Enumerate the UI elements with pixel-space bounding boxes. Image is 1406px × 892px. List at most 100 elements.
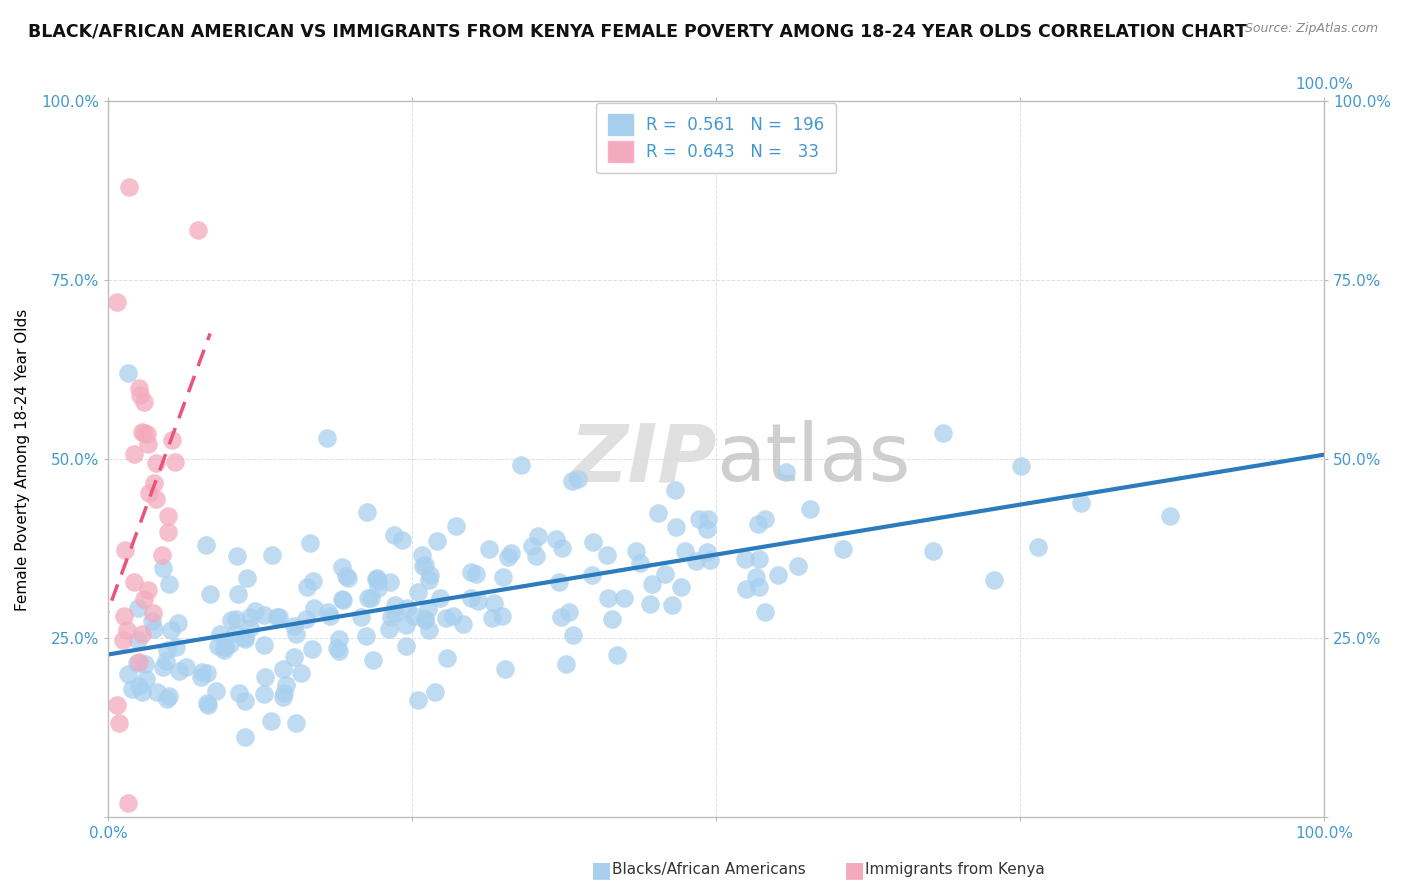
Blacks/African Americans (366, 571, 388, 585)
Blacks/African Americans (117, 667, 139, 681)
Blacks/African Americans (491, 609, 513, 624)
Blacks/African Americans (357, 591, 380, 606)
Blacks/African Americans (243, 604, 266, 618)
Blacks/African Americans (239, 621, 262, 635)
Blacks/African Americans (527, 529, 550, 543)
Immigrants from Kenya (131, 425, 153, 439)
Blacks/African Americans (406, 693, 429, 707)
Blacks/African Americans (157, 576, 180, 591)
Blacks/African Americans (214, 640, 236, 655)
Immigrants from Kenya (136, 582, 159, 597)
Blacks/African Americans (412, 559, 434, 574)
Immigrants from Kenya (117, 796, 139, 810)
Blacks/African Americans (641, 577, 664, 591)
Blacks/African Americans (418, 574, 440, 588)
Blacks/African Americans (1010, 458, 1032, 473)
Blacks/African Americans (141, 615, 163, 629)
Blacks/African Americans (328, 644, 350, 658)
Immigrants from Kenya (143, 475, 166, 490)
Blacks/African Americans (283, 650, 305, 665)
Blacks/African Americans (394, 639, 416, 653)
Blacks/African Americans (932, 426, 955, 441)
Text: ■: ■ (591, 860, 612, 880)
Blacks/African Americans (768, 567, 790, 582)
Immigrants from Kenya (142, 607, 165, 621)
Blacks/African Americans (301, 642, 323, 657)
Blacks/African Americans (734, 551, 756, 566)
Blacks/African Americans (561, 475, 583, 489)
Blacks/African Americans (481, 611, 503, 625)
Blacks/African Americans (654, 566, 676, 581)
Immigrants from Kenya (145, 457, 167, 471)
Blacks/African Americans (460, 565, 482, 579)
Blacks/African Americans (441, 609, 464, 624)
Blacks/African Americans (225, 612, 247, 626)
Blacks/African Americans (688, 512, 710, 526)
Immigrants from Kenya (128, 655, 150, 669)
Blacks/African Americans (298, 536, 321, 550)
Blacks/African Americans (624, 544, 647, 558)
Blacks/African Americans (260, 548, 283, 562)
Blacks/African Americans (492, 570, 515, 584)
Blacks/African Americans (647, 506, 669, 520)
Blacks/African Americans (134, 657, 156, 672)
Blacks/African Americans (197, 696, 219, 710)
Y-axis label: Female Poverty Among 18-24 Year Olds: Female Poverty Among 18-24 Year Olds (15, 309, 30, 610)
Blacks/African Americans (330, 560, 353, 574)
Blacks/African Americans (600, 612, 623, 626)
Blacks/African Americans (567, 472, 589, 486)
Blacks/African Americans (218, 637, 240, 651)
Immigrants from Kenya (187, 223, 209, 237)
Blacks/African Americans (266, 610, 288, 624)
Blacks/African Americans (361, 653, 384, 667)
Immigrants from Kenya (156, 524, 179, 539)
Immigrants from Kenya (136, 437, 159, 451)
Blacks/African Americans (418, 623, 440, 637)
Blacks/African Americans (799, 502, 821, 516)
Blacks/African Americans (253, 608, 276, 623)
Blacks/African Americans (1159, 508, 1181, 523)
Blacks/African Americans (983, 573, 1005, 587)
Blacks/African Americans (191, 665, 214, 679)
Blacks/African Americans (444, 519, 467, 533)
Immigrants from Kenya (105, 698, 128, 713)
Blacks/African Americans (665, 519, 688, 533)
Blacks/African Americans (233, 694, 256, 708)
Blacks/African Americans (522, 540, 544, 554)
Blacks/African Americans (550, 610, 572, 624)
Blacks/African Americans (143, 622, 166, 636)
Immigrants from Kenya (114, 542, 136, 557)
Blacks/African Americans (224, 626, 246, 640)
Blacks/African Americans (239, 610, 262, 624)
Blacks/African Americans (395, 617, 418, 632)
Blacks/African Americans (832, 542, 855, 557)
Blacks/African Americans (696, 523, 718, 537)
Text: Immigrants from Kenya: Immigrants from Kenya (865, 863, 1045, 877)
Blacks/African Americans (628, 556, 651, 570)
Blacks/African Americans (745, 570, 768, 584)
Blacks/African Americans (260, 714, 283, 728)
Blacks/African Americans (233, 632, 256, 646)
Immigrants from Kenya (134, 425, 156, 440)
Blacks/African Americans (167, 615, 190, 630)
Immigrants from Kenya (160, 433, 183, 447)
Blacks/African Americans (467, 594, 489, 608)
Blacks/African Americans (354, 629, 377, 643)
Blacks/African Americans (367, 581, 389, 595)
Blacks/African Americans (214, 642, 236, 657)
Text: Blacks/African Americans: Blacks/African Americans (612, 863, 806, 877)
Blacks/African Americans (200, 586, 222, 600)
Blacks/African Americans (416, 601, 439, 615)
Blacks/African Americans (252, 639, 274, 653)
Immigrants from Kenya (122, 574, 145, 589)
Blacks/African Americans (661, 599, 683, 613)
Blacks/African Americans (664, 483, 686, 498)
Blacks/African Americans (554, 657, 576, 672)
Blacks/African Americans (673, 544, 696, 558)
Blacks/African Americans (382, 528, 405, 542)
Immigrants from Kenya (115, 623, 138, 637)
Blacks/African Americans (332, 593, 354, 607)
Legend: R =  0.561   N =  196, R =  0.643   N =   33: R = 0.561 N = 196, R = 0.643 N = 33 (596, 103, 837, 173)
Blacks/African Americans (436, 651, 458, 665)
Blacks/African Americans (190, 670, 212, 684)
